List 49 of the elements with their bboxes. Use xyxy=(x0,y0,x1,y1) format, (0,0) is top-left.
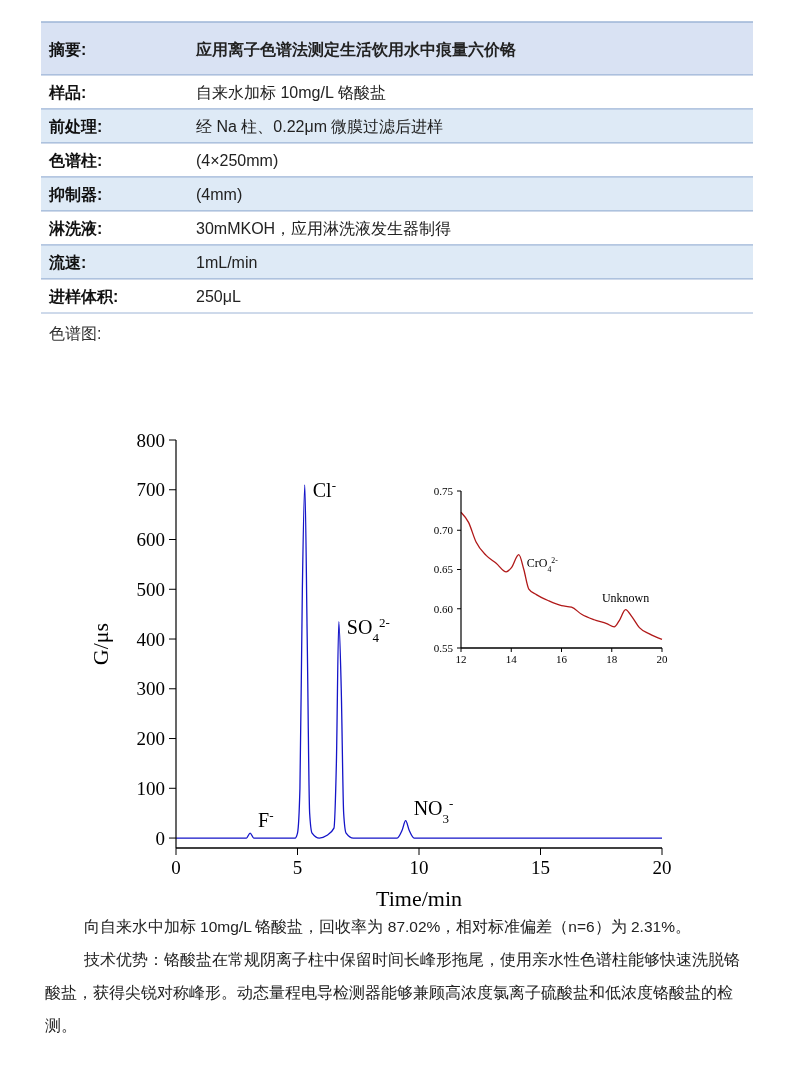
text: 样品: xyxy=(48,84,87,101)
x-tick-label: 12 xyxy=(455,653,467,665)
annotation: F$^{-}$ xyxy=(258,807,274,832)
text: 抑制器: xyxy=(48,186,103,203)
y-tick-label: 0.75 xyxy=(433,484,454,497)
x-tick-label: 18 xyxy=(606,653,618,665)
text: 1mL/min xyxy=(196,254,258,271)
text: 250μL xyxy=(196,288,241,305)
y-tick-label: 500 xyxy=(136,578,165,600)
text: 色谱图: xyxy=(49,325,102,342)
text: 30mMKOH，应用淋洗液发生器制得 xyxy=(196,220,452,237)
text: 前处理: xyxy=(48,118,103,135)
y-tick-label: 800 xyxy=(136,429,165,451)
x-tick-label: 16 xyxy=(556,653,568,665)
x-tick-label: 14 xyxy=(505,653,518,665)
y-tick-label: 400 xyxy=(136,628,165,650)
line-series xyxy=(460,511,663,641)
x-tick-label: 15 xyxy=(531,857,550,878)
x-tick-label: 0 xyxy=(171,857,181,878)
x-tick-label: 20 xyxy=(652,857,672,878)
y-tick-label: 0.70 xyxy=(433,524,454,537)
x-axis-title: Time/min xyxy=(376,886,462,911)
y-axis-title: G/μs xyxy=(88,622,113,666)
text: 摘要: xyxy=(48,40,87,58)
text: 应用离子色谱法测定生活饮用水中痕量六价铬 xyxy=(195,39,517,58)
text: 经 Na 柱、0.22μm 微膜过滤后进样 xyxy=(196,118,444,135)
y-tick-label: 0 xyxy=(155,827,165,849)
x-tick-label: 10 xyxy=(409,857,429,878)
text: 技术优势：铬酸盐在常规阴离子柱中保留时间长峰形拖尾，使用亲水性色谱柱能够快速洗脱铬酸盐，获得尖锐对称峰形。动态量程电导检测器能够兼顾高浓度氯离子硫酸盐和低浓度铬酸盐的检测。 xyxy=(45,950,741,1036)
x-tick-label: 20 xyxy=(656,653,668,665)
text: 向自来水中加标 10mg/L 铬酸盐，回收率为 87.02%，相对标准偏差（n=6）为 2.31%。 xyxy=(82,917,692,937)
text: 淋洗液: xyxy=(48,220,103,237)
text: 色谱柱: xyxy=(48,152,103,169)
y-tick-label: 0.60 xyxy=(433,602,454,615)
text: (4×250mm) xyxy=(196,152,279,169)
annotation: Unknown xyxy=(601,590,650,605)
x-tick-label: 5 xyxy=(292,857,303,878)
y-tick-label: 600 xyxy=(136,529,165,551)
text: 自来水加标 10mg/L 铬酸盐 xyxy=(196,84,386,101)
text: 流速: xyxy=(48,253,87,271)
text: (4mm) xyxy=(196,186,243,203)
annotation: Cl$^{-}$ xyxy=(312,477,337,501)
y-tick-label: 200 xyxy=(136,728,165,750)
y-tick-label: 100 xyxy=(136,777,165,799)
y-tick-label: 300 xyxy=(136,678,165,700)
y-tick-label: 700 xyxy=(136,479,165,501)
y-tick-label: 0.55 xyxy=(433,641,454,654)
text: 进样体积: xyxy=(48,288,119,305)
y-tick-label: 0.65 xyxy=(433,563,454,576)
